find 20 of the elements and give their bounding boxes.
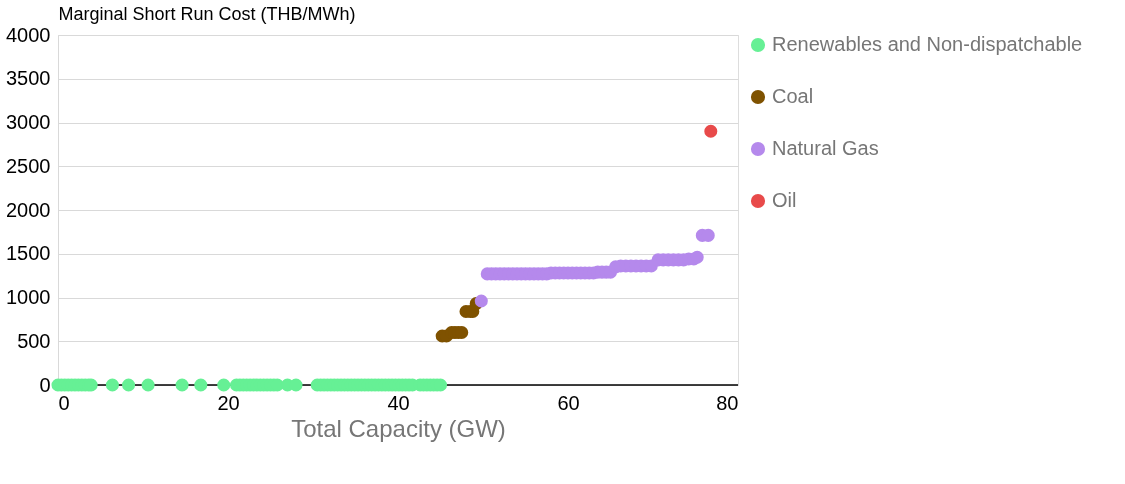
- y-tick-label: 500: [17, 329, 51, 352]
- y-tick-label: 3000: [6, 111, 51, 133]
- y-tick-label: 0: [39, 373, 51, 396]
- y-tick-label: 1500: [6, 242, 51, 265]
- x-tick-label: 20: [217, 391, 240, 414]
- legend-label: Natural Gas: [772, 137, 879, 159]
- x-tick-label: 0: [58, 391, 70, 414]
- x-tick-label: 60: [557, 391, 580, 414]
- x-tick-label: 40: [387, 391, 410, 414]
- x-tick-label: 80: [716, 391, 739, 414]
- y-tick-label: 4000: [6, 23, 51, 46]
- y-tick-label: 3500: [6, 67, 51, 90]
- legend-label: Renewables and Non-dispatchable: [772, 33, 1083, 55]
- x-axis-title: Total Capacity (GW): [291, 414, 506, 442]
- y-tick-label: 1000: [6, 286, 51, 308]
- y-tick-label: 2500: [6, 154, 51, 177]
- legend-label: Oil: [772, 189, 797, 211]
- legend-label: Coal: [772, 85, 814, 107]
- y-tick-label: 2000: [6, 198, 51, 221]
- y-axis-title: Marginal Short Run Cost (THB/MWh): [58, 3, 356, 24]
